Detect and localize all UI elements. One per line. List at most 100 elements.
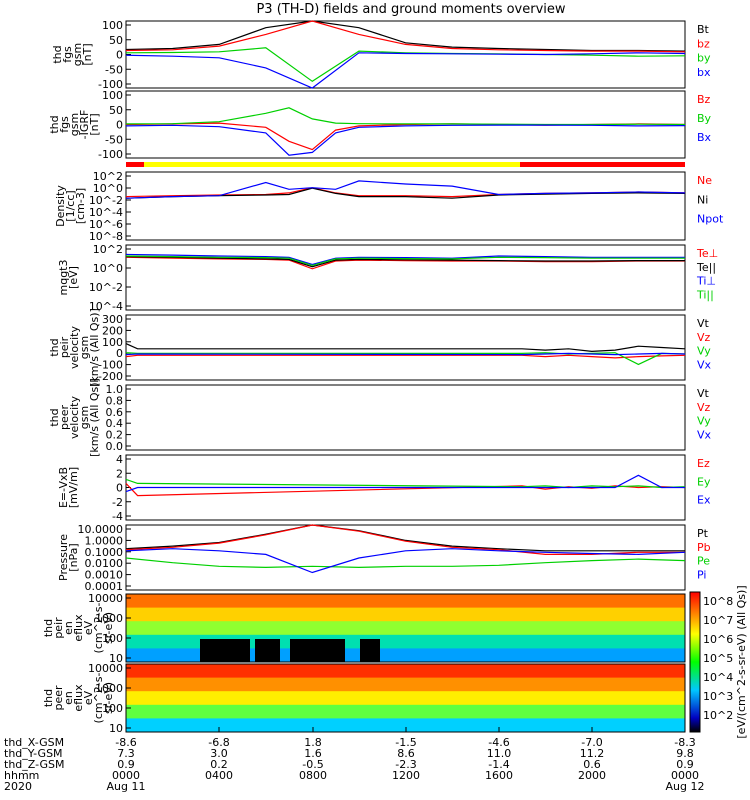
y-axis-label: eflux (72, 684, 85, 712)
y-tick-label: 100 (102, 336, 123, 349)
y-tick-label: 0.0100 (85, 557, 124, 570)
spectrogram-low-flux (360, 639, 380, 662)
y-axis-label: [cm-3] (74, 188, 87, 224)
y-tick-label: 10^-6 (89, 218, 123, 231)
y-axis-label: E=-VxB (57, 467, 70, 508)
y-tick-label: 1.0 (106, 383, 124, 396)
legend-entry: Ni (697, 193, 708, 206)
x-row-value: 3.0 (210, 747, 228, 760)
series-line (125, 255, 685, 267)
spectrogram-band (126, 607, 685, 622)
legend-entry: Vy (697, 415, 711, 428)
y-axis-label: velocity (68, 396, 81, 439)
x-row-value: 1.6 (304, 747, 322, 760)
y-axis-label: thd (48, 338, 61, 356)
y-tick-label: 0.8 (106, 394, 124, 407)
legend-entry: Te|| (696, 261, 716, 274)
x-axis-annotations: thd_X-GSM -8.6 -6.8 1.8 -1.5 -4.6 -7.0 -8.3 thd_… (4, 727, 704, 793)
panel-peer_velocity: 1.00.80.60.40.20.0 thdpeervelocitygsm[km/… (48, 378, 712, 457)
y-axis-label: eflux (72, 614, 85, 642)
spectrogram-band (126, 691, 685, 706)
y-tick-label: 0 (116, 49, 123, 62)
colorbar-tick-label: 10^7 (703, 614, 733, 627)
y-axis-label: thd (51, 45, 64, 63)
x-row-label: hhmm (4, 769, 39, 782)
y-tick-label: -200 (98, 370, 123, 383)
x-row-value: 0.9 (676, 758, 694, 771)
x-row-label: thd_Y-GSM (4, 747, 63, 760)
y-axis-label: Pressure (57, 534, 70, 581)
y-tick-label: 0 (116, 119, 123, 132)
y-tick-label: 10^-2 (89, 194, 123, 207)
x-row-value: -6.8 (208, 736, 229, 749)
panel-frame (125, 384, 686, 451)
y-tick-label: 100 (102, 702, 123, 715)
y-tick-label: -50 (105, 63, 123, 76)
panel-frame (125, 593, 686, 663)
spectrogram-band (126, 718, 685, 733)
series-line (125, 474, 685, 493)
series-line (125, 47, 686, 83)
legend-entry: Vx (697, 428, 712, 441)
legend-entry: Ti⊥ (696, 275, 716, 288)
y-tick-label: 10000 (88, 592, 123, 605)
y-axis-label: [km/s (All Qs)] (88, 308, 101, 387)
y-tick-label: 0.0001 (85, 580, 124, 593)
colorbar-label: [eV/(cm^2-s-sr-eV) (All Qs)] (735, 585, 748, 738)
y-axis-label: eV (82, 620, 95, 635)
panel-density: 10^210^010^-210^-410^-610^-8 Density[1/cc… (54, 170, 724, 243)
x-row-value: 0.6 (583, 758, 601, 771)
y-axis-label: sr-eV) (102, 682, 115, 714)
panel-efield: 42 0-2-4 E=-VxB[mV/m] Ez Ey Ex (57, 453, 711, 523)
colorbar-gradient (689, 591, 701, 733)
y-axis-label: eV (82, 690, 95, 705)
y-tick-label: -2 (112, 496, 123, 509)
x-row-value: 0.2 (210, 758, 228, 771)
y-tick-label: -100 (98, 78, 123, 91)
y-tick-label: 10^2 (93, 243, 123, 256)
y-axis-label: sr-eV) (102, 612, 115, 644)
spectrogram-band (126, 677, 685, 692)
chart-title: P3 (TH-D) fields and ground moments over… (256, 2, 565, 17)
y-axis-label: peir (58, 336, 71, 358)
y-tick-label: 0.0 (106, 440, 124, 453)
legend-entry: Te⊥ (696, 247, 718, 260)
series-line (125, 124, 686, 156)
legend-entry: bx (697, 66, 711, 79)
y-axis-label: fgs (61, 46, 74, 63)
y-tick-label: 100 (102, 632, 123, 645)
x-row-value: -4.6 (488, 736, 509, 749)
colorbar-tick-label: 10^4 (703, 671, 733, 684)
panel-frame (125, 244, 686, 311)
y-axis-label: [eV] (67, 266, 80, 289)
x-row-value: 11.0 (487, 747, 512, 760)
spectrogram-band (126, 704, 685, 719)
x-row-value: -8.6 (115, 736, 136, 749)
colorbar: 10^8 10^7 10^6 10^5 10^4 10^3 10^2 [eV/(cm^2-s… (689, 585, 748, 739)
x-row-label: thd_X-GSM (4, 736, 64, 749)
y-axis-label: [nT] (88, 113, 101, 135)
series-line (125, 20, 686, 53)
legend-entry: Vy (697, 345, 711, 358)
spectrogram-band (126, 664, 685, 679)
y-axis-label: mqgt3 (57, 260, 70, 296)
y-axis-label: thd (48, 408, 61, 426)
legend-entry: Pi (697, 568, 706, 581)
y-axis-label: peir (52, 617, 65, 639)
y-tick-label: 10^-4 (89, 300, 123, 313)
colorbar-tick-label: 10^5 (703, 652, 733, 665)
legend-entry: Vz (697, 401, 711, 414)
x-row-value: 0000 (112, 769, 140, 782)
series-line (125, 524, 685, 556)
y-axis-label: [mV/m] (67, 467, 80, 508)
x-row-value: 0000 (671, 769, 699, 782)
series-line (125, 478, 686, 489)
y-axis-label: [1/cc] (64, 190, 77, 221)
y-tick-label: -50 (105, 133, 123, 146)
legend-entry: Ez (697, 457, 710, 470)
y-tick-label: 0 (116, 347, 123, 360)
panel-frame (125, 314, 686, 381)
y-tick-label: 10.0000 (78, 523, 124, 536)
colorbar-tick-label: 10^2 (703, 709, 733, 722)
